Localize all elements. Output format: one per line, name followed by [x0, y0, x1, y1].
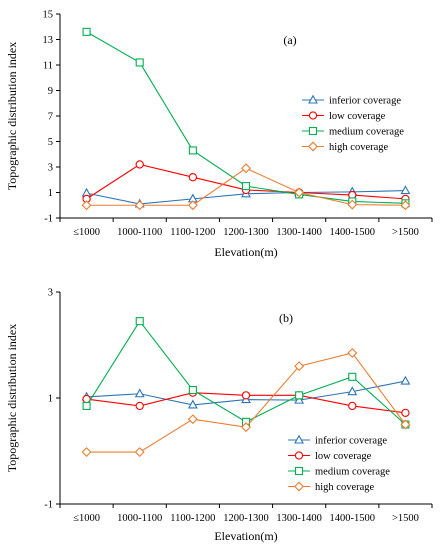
legend-label: medium coverage [329, 127, 404, 138]
data-point [81, 447, 92, 458]
data-point [135, 401, 144, 411]
legend-marker [308, 126, 318, 136]
data-point [347, 386, 358, 396]
series-line [86, 320, 406, 425]
data-point [134, 200, 145, 211]
data-point [241, 182, 251, 191]
data-point [294, 187, 305, 198]
y-axis-title: Topographic distribution index [5, 324, 19, 472]
data-point [347, 199, 358, 210]
y-tick-label: 15 [43, 10, 54, 21]
data-point [294, 361, 305, 372]
data-point [400, 419, 411, 430]
legend-marker [294, 434, 304, 444]
y-tick-label: 1 [48, 188, 53, 199]
x-tick-label: 1100-1200 [170, 513, 215, 524]
legend-marker [308, 141, 318, 152]
data-point [400, 185, 411, 195]
y-tick-label: 11 [43, 61, 53, 72]
legend-label: high coverage [315, 482, 375, 493]
y-tick-label: 5 [48, 137, 53, 148]
y-tick-label: 3 [48, 288, 53, 299]
legend-label: inferior coverage [329, 96, 401, 107]
x-axis-title: Elevation(m) [214, 529, 277, 543]
data-point [187, 200, 198, 211]
legend-label: low coverage [329, 111, 386, 122]
data-point [135, 58, 144, 67]
chart-panel-2: -1 1 3 ≤1000 1000-1100 1100-1200 1200-1300 1300… [5, 288, 433, 543]
series-high-coverage [81, 163, 411, 211]
legend-label: inferior coverage [315, 436, 387, 447]
x-tick-label: 1300-1400 [276, 513, 322, 524]
data-point [241, 391, 251, 400]
y-tick-label: 1 [48, 394, 53, 405]
x-tick-label: ≤1000 [73, 513, 100, 524]
legend-marker [308, 111, 318, 120]
x-tick-label: 1100-1200 [170, 227, 215, 238]
data-point [134, 388, 145, 398]
data-point [241, 422, 251, 433]
data-point [348, 401, 357, 411]
data-point [187, 414, 198, 425]
x-tick-label: 1000-1100 [117, 227, 162, 238]
legend-label: medium coverage [315, 467, 390, 478]
data-point [134, 447, 145, 458]
data-point [81, 200, 92, 211]
y-tick-label: 7 [48, 112, 53, 123]
x-axis-title: Elevation(m) [214, 245, 277, 259]
legend-marker [308, 94, 318, 104]
data-point [295, 391, 304, 400]
y-tick-label: -1 [44, 214, 53, 225]
panel-label: (a) [283, 33, 296, 47]
legend: inferior coverage low coverage medium cove… [302, 94, 404, 153]
x-tick-label: 1200-1300 [223, 227, 269, 238]
data-point [400, 200, 411, 211]
data-point [135, 160, 144, 169]
legend: inferior coverage low coverage medium cove… [288, 434, 390, 493]
x-tick-label: >1500 [392, 513, 419, 524]
data-point [241, 163, 251, 174]
data-point [401, 408, 410, 417]
data-point [348, 372, 357, 381]
y-tick-label: 13 [43, 35, 54, 46]
series-high-coverage [81, 347, 411, 458]
legend-label: high coverage [329, 142, 389, 153]
data-point [347, 347, 358, 358]
x-tick-label: 1200-1300 [223, 513, 269, 524]
legend-marker [294, 481, 304, 492]
x-tick-label: ≤1000 [73, 227, 100, 238]
data-point [188, 146, 197, 155]
x-tick-label: 1400-1500 [330, 227, 376, 238]
data-point [82, 401, 91, 411]
y-tick-label: 9 [48, 86, 53, 97]
panel-label: (b) [279, 311, 293, 325]
data-point [188, 385, 197, 395]
y-axis-title: Topographic distribution index [5, 42, 19, 190]
x-tick-label: 1000-1100 [117, 513, 162, 524]
data-point [294, 394, 305, 404]
legend-marker [294, 451, 304, 460]
data-point [82, 27, 91, 36]
x-tick-label: 1300-1400 [276, 227, 322, 238]
data-point [187, 399, 198, 409]
series-medium-coverage [82, 317, 410, 429]
legend-label: low coverage [315, 451, 372, 462]
data-point [400, 375, 411, 385]
y-tick-label: 3 [48, 163, 53, 174]
legend-marker [294, 466, 304, 476]
data-point [188, 173, 198, 182]
x-tick-label: >1500 [392, 227, 419, 238]
data-point [135, 317, 144, 326]
x-tick-label: 1400-1500 [330, 513, 376, 524]
y-tick-label: -1 [44, 500, 53, 511]
